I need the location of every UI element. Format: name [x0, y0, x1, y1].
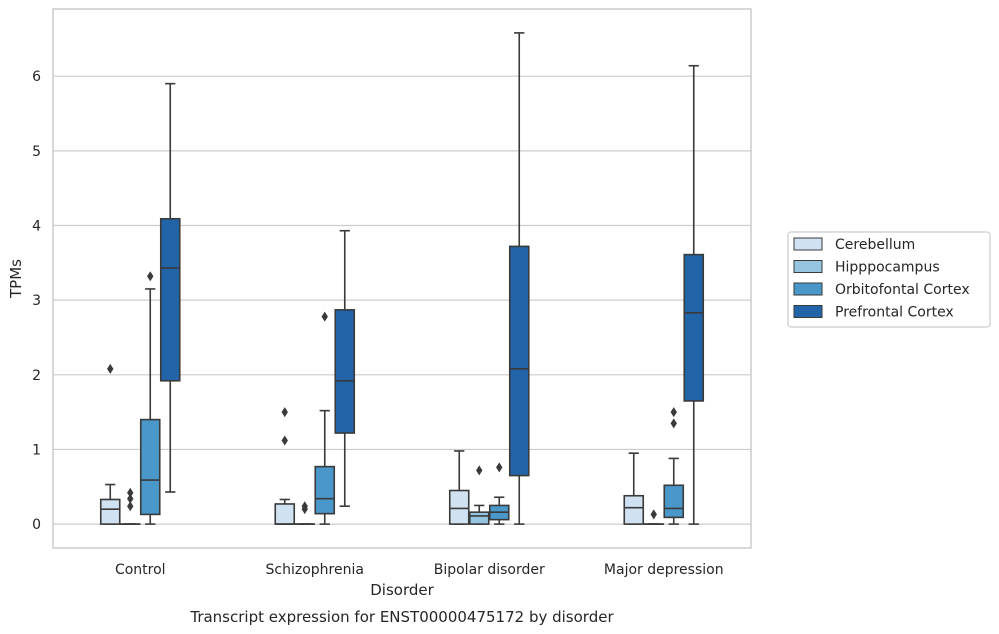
outlier-point — [476, 465, 483, 476]
x-tick-label: Control — [115, 562, 166, 578]
x-tick-label: Schizophrenia — [266, 562, 364, 578]
legend-label: Hipppocampus — [835, 260, 940, 276]
x-tick-label: Bipolar disorder — [434, 562, 545, 578]
box-iqr — [508, 245, 530, 477]
box-iqr — [663, 484, 685, 519]
box-iqr — [468, 511, 490, 525]
box-prefrontal-cortex — [508, 32, 530, 525]
box-cerebellum — [274, 407, 296, 525]
y-tick-label: 1 — [32, 442, 41, 458]
box-orbitofontal-cortex — [488, 462, 510, 525]
box-iqr — [448, 489, 470, 525]
outlier-point — [127, 501, 134, 512]
box-cerebellum — [99, 363, 121, 525]
box-iqr — [139, 418, 161, 516]
box-iqr — [99, 498, 121, 525]
box-hipppocampus — [643, 509, 665, 525]
box-iqr — [159, 217, 181, 382]
legend-label: Orbitofontal Cortex — [835, 282, 970, 298]
box-orbitofontal-cortex — [139, 271, 161, 525]
legend-label: Cerebellum — [835, 237, 915, 253]
x-tick-labels: Control Schizophrenia Bipolar disorder Majo… — [115, 562, 724, 578]
y-tick-label: 0 — [32, 517, 41, 533]
box-iqr — [623, 494, 645, 525]
box-cerebellum — [623, 452, 645, 525]
y-tick-label: 3 — [32, 293, 41, 309]
legend-swatch — [793, 305, 823, 318]
box-iqr — [314, 465, 336, 515]
box-cerebellum — [448, 450, 470, 525]
outlier-point — [670, 407, 677, 418]
outlier-point — [670, 418, 677, 429]
outlier-point — [127, 487, 134, 498]
legend-label: Prefrontal Cortex — [835, 305, 954, 321]
box-orbitofontal-cortex — [314, 311, 336, 525]
legend-swatch — [793, 260, 823, 273]
y-axis-label: TPMs — [7, 259, 25, 299]
outlier-point — [147, 271, 154, 282]
box-iqr — [334, 309, 356, 434]
plot-frame — [52, 8, 752, 549]
outlier-point — [281, 407, 288, 418]
y-tick-label: 5 — [32, 144, 41, 160]
box-prefrontal-cortex — [334, 229, 356, 507]
boxes — [99, 32, 705, 525]
outlier-point — [127, 493, 134, 504]
box-iqr — [683, 253, 705, 402]
chart-title: Transcript expression for ENST0000047517… — [189, 608, 614, 626]
outlier-point — [321, 311, 328, 322]
x-axis-label: Disorder — [370, 581, 434, 599]
y-tick-label: 4 — [32, 218, 41, 234]
outlier-point — [281, 435, 288, 446]
legend: Cerebellum Hipppocampus Orbitofontal Corte… — [787, 231, 991, 328]
box-orbitofontal-cortex — [663, 407, 685, 525]
legend-swatch — [793, 237, 823, 251]
box-hipppocampus — [468, 465, 490, 525]
box-hipppocampus — [294, 501, 316, 525]
legend-frame — [787, 231, 991, 328]
y-tick-labels: 0 1 2 3 4 5 6 — [32, 69, 41, 533]
outlier-point — [301, 501, 308, 512]
legend-swatch — [793, 282, 823, 296]
outlier-point — [496, 462, 503, 473]
box-hipppocampus — [119, 487, 141, 525]
box-prefrontal-cortex — [159, 82, 181, 493]
box-prefrontal-cortex — [683, 64, 705, 525]
y-tick-label: 6 — [32, 69, 41, 85]
y-tick-label: 2 — [32, 368, 41, 384]
outlier-point — [650, 509, 657, 520]
outlier-point — [107, 363, 114, 374]
x-tick-label: Major depression — [604, 562, 724, 578]
box-iqr — [274, 503, 296, 525]
